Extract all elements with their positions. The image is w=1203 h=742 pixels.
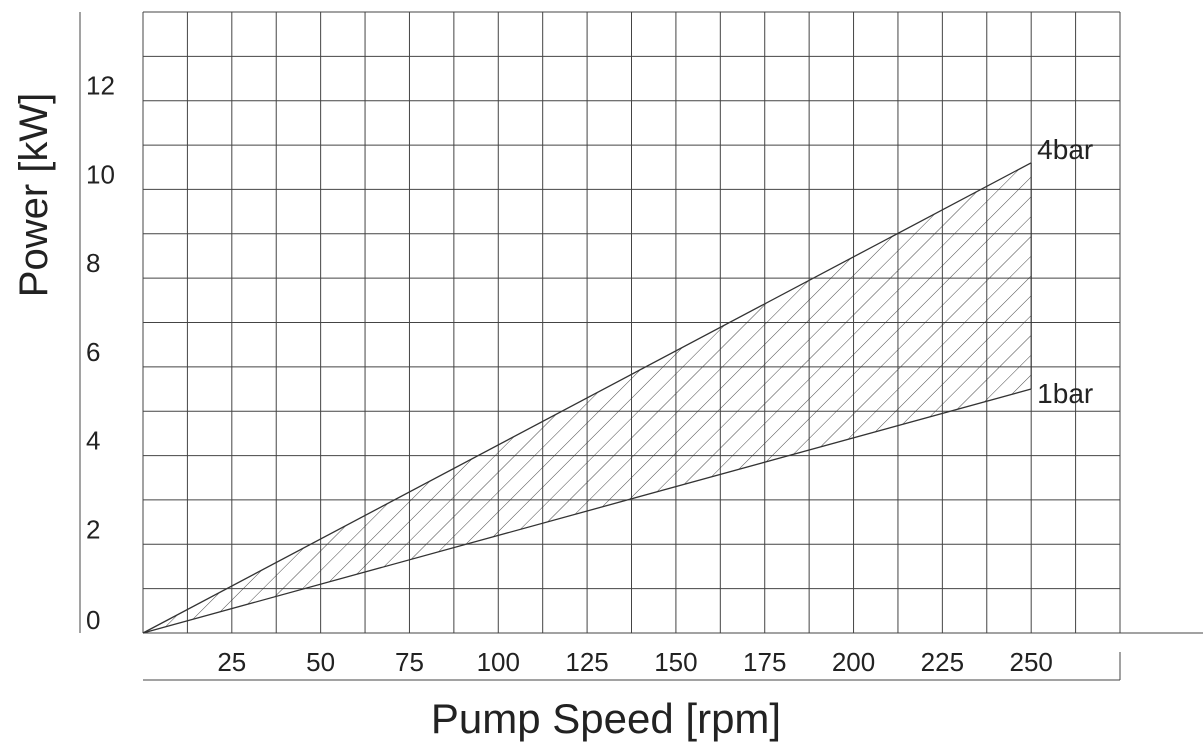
y-tick-label: 6 bbox=[86, 337, 100, 367]
y-tick-label: 4 bbox=[86, 426, 100, 456]
y-tick-label: 12 bbox=[86, 71, 115, 101]
x-tick-label: 150 bbox=[654, 647, 697, 677]
series-label-4bar: 4bar bbox=[1037, 134, 1093, 165]
x-tick-label: 175 bbox=[743, 647, 786, 677]
x-tick-label: 50 bbox=[306, 647, 335, 677]
x-tick-label: 75 bbox=[395, 647, 424, 677]
y-axis-label: Power [kW] bbox=[12, 93, 56, 297]
series-layer: 4bar 1bar bbox=[142, 134, 1093, 634]
series-label-1bar: 1bar bbox=[1037, 378, 1093, 409]
x-tick-label: 225 bbox=[921, 647, 964, 677]
axes bbox=[79, 12, 1203, 681]
series-line-1bar bbox=[142, 388, 1032, 634]
x-tick-label: 200 bbox=[832, 647, 875, 677]
x-tick-label: 100 bbox=[477, 647, 520, 677]
x-tick-label: 125 bbox=[565, 647, 608, 677]
series-line-4bar bbox=[142, 162, 1032, 634]
y-tick-label: 10 bbox=[86, 159, 115, 189]
x-axis-label: Pump Speed [rpm] bbox=[431, 695, 781, 742]
x-tick-label: 250 bbox=[1009, 647, 1052, 677]
y-tick-label: 2 bbox=[86, 514, 100, 544]
grid bbox=[142, 11, 1121, 634]
y-tick-label: 8 bbox=[86, 248, 100, 278]
x-tick-label: 25 bbox=[217, 647, 246, 677]
axis-labels: Pump Speed [rpm] Power [kW] bbox=[12, 93, 781, 742]
y-tick-label: 0 bbox=[86, 605, 100, 635]
tick-labels: 25 50 75 100 125 150 175 200 225 250 0 2 4 6 8 10 12 bbox=[86, 71, 1053, 677]
